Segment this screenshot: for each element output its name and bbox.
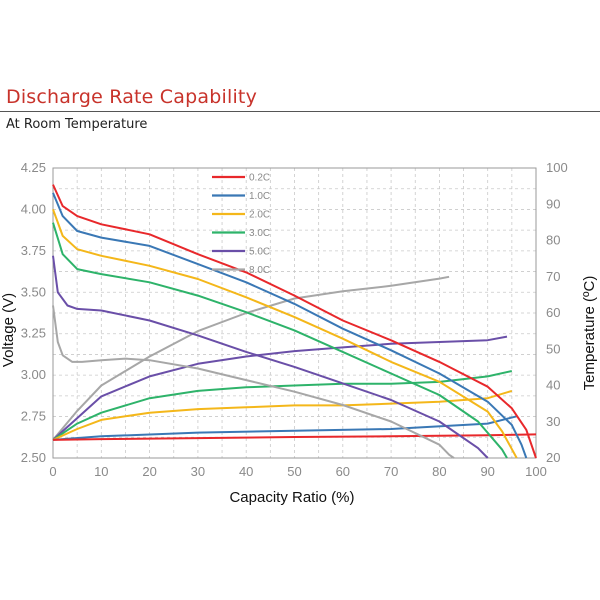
legend-label: 0.2C: [249, 173, 270, 184]
y-tick-label: 2.75: [21, 409, 46, 424]
x-tick-label: 40: [239, 464, 253, 479]
x-tick-label: 100: [525, 464, 547, 479]
x-tick-label: 50: [287, 464, 301, 479]
legend-label: 8.0C: [249, 265, 270, 276]
y-axis-label: Voltage (V): [0, 293, 17, 367]
voltage-curve-1.0C: [52, 192, 528, 459]
temperature-curve-0.2C: [52, 433, 537, 441]
y-tick-label: 3.00: [21, 367, 46, 382]
y2-tick-label: 60: [546, 305, 560, 320]
x-tick-label: 0: [49, 464, 56, 479]
y2-tick-label: 20: [546, 450, 560, 465]
title-divider: [0, 111, 600, 112]
x-tick-label: 80: [432, 464, 446, 479]
legend-label: 5.0C: [249, 247, 270, 258]
y2-tick-label: 70: [546, 269, 560, 284]
y-tick-label: 4.00: [21, 201, 46, 216]
axis-ticks: 0 10 20 30 40 50 60 70 80 90 100 2.50 2.75 3.00 3.25 3.…: [21, 160, 568, 479]
y-tick-label: 3.25: [21, 326, 46, 341]
x-tick-label: 30: [191, 464, 205, 479]
legend: 0.2C 1.0C 2.0C 3.0C 5.0C 8.0C: [212, 173, 270, 276]
legend-label: 3.0C: [249, 228, 270, 239]
y-tick-label: 4.25: [21, 160, 46, 175]
temperature-curve-8.0C: [52, 275, 450, 441]
legend-label: 1.0C: [249, 191, 270, 202]
y2-tick-label: 40: [546, 378, 560, 393]
voltage-curve-3.0C: [52, 222, 508, 459]
grid: [52, 167, 537, 459]
series-curves: [52, 184, 537, 459]
voltage-curve-5.0C: [52, 255, 489, 459]
temperature-curve-1.0C: [52, 415, 517, 441]
y-tick-label: 2.50: [21, 450, 46, 465]
x-axis-label: Capacity Ratio (%): [229, 489, 354, 506]
x-tick-label: 70: [384, 464, 398, 479]
voltage-curve-8.0C: [52, 305, 455, 459]
chart-title: Discharge Rate Capability: [6, 86, 258, 108]
y2-tick-label: 30: [546, 414, 560, 429]
voltage-curve-2.0C: [52, 209, 518, 459]
y2-tick-label: 80: [546, 233, 560, 248]
y2-axis-label: Temperature (ºC): [581, 276, 598, 391]
y2-tick-label: 50: [546, 341, 560, 356]
chart-subtitle: At Room Temperature: [6, 117, 148, 132]
legend-label: 2.0C: [249, 210, 270, 221]
x-tick-label: 20: [142, 464, 156, 479]
temperature-curve-5.0C: [52, 335, 508, 441]
y2-tick-label: 100: [546, 160, 568, 175]
y-tick-label: 3.75: [21, 243, 46, 258]
x-tick-label: 90: [480, 464, 494, 479]
voltage-curve-0.2C: [52, 184, 537, 459]
y2-tick-label: 90: [546, 196, 560, 211]
x-tick-label: 10: [94, 464, 108, 479]
y-tick-label: 3.50: [21, 284, 46, 299]
x-tick-label: 60: [336, 464, 350, 479]
